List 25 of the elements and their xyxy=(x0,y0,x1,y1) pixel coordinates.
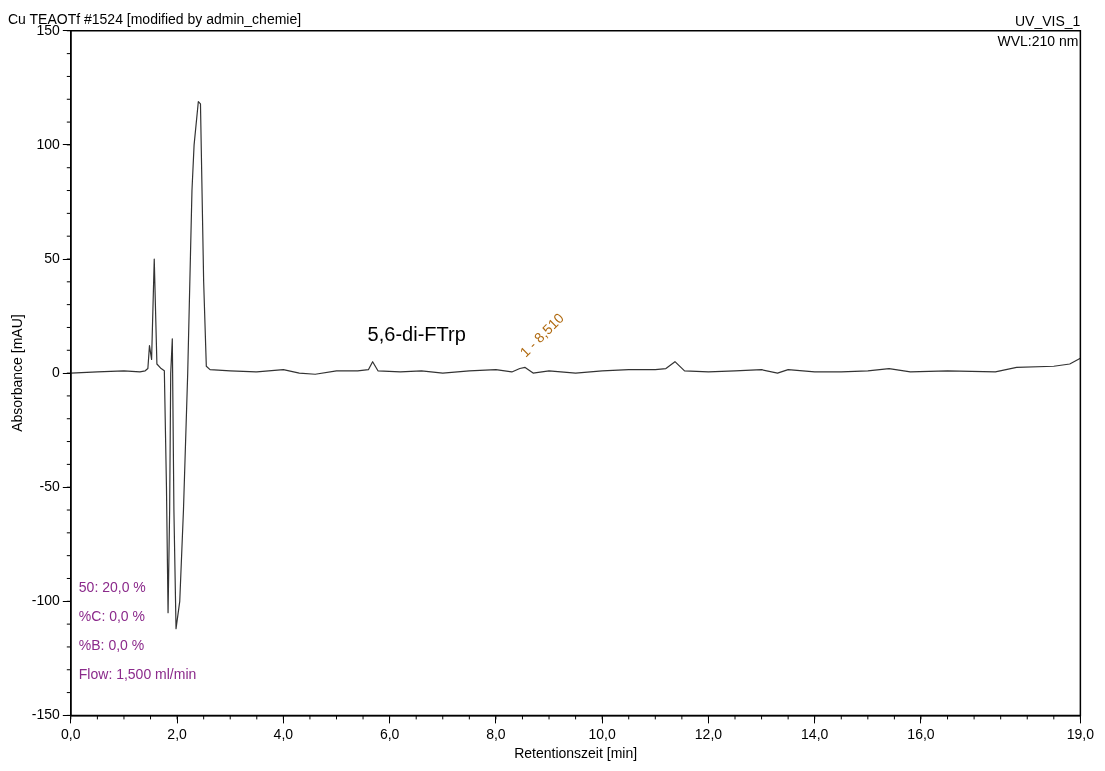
y-tick-label: 100 xyxy=(36,135,61,152)
annotation: %C: 0,0 % xyxy=(78,608,145,625)
x-tick-label: 4,0 xyxy=(273,725,294,742)
x-tick-label: 2,0 xyxy=(167,725,188,742)
y-tick-label: 50 xyxy=(44,249,61,266)
y-tick-label: -150 xyxy=(31,706,61,723)
x-axis-title: Retentionszeit [min] xyxy=(514,745,638,762)
x-tick-label: 6,0 xyxy=(379,725,400,742)
y-tick-label: -100 xyxy=(31,592,61,609)
x-tick-label: 19,0 xyxy=(1066,725,1095,742)
text: UV_VIS_1 xyxy=(1015,12,1081,29)
x-tick-label: 14,0 xyxy=(801,725,829,742)
x-tick-label: 8,0 xyxy=(486,725,506,742)
y-axis-title: Absorbance [mAU] xyxy=(9,314,26,432)
annotation: Flow: 1,500 ml/min xyxy=(78,666,197,683)
annotation: 50: 20,0 % xyxy=(78,579,146,596)
annotation: %B: 0,0 % xyxy=(78,637,145,654)
annotation: 5,6-di-FTrp xyxy=(367,323,466,346)
annotation: WVL:210 nm xyxy=(997,32,1079,49)
y-tick-label: 0 xyxy=(52,363,61,380)
x-tick-label: 12,0 xyxy=(694,725,723,742)
x-tick-label: 0,0 xyxy=(61,725,81,742)
y-tick-label: -50 xyxy=(39,478,61,495)
x-tick-label: 16,0 xyxy=(907,725,935,742)
x-tick-label: 10,0 xyxy=(588,725,616,742)
